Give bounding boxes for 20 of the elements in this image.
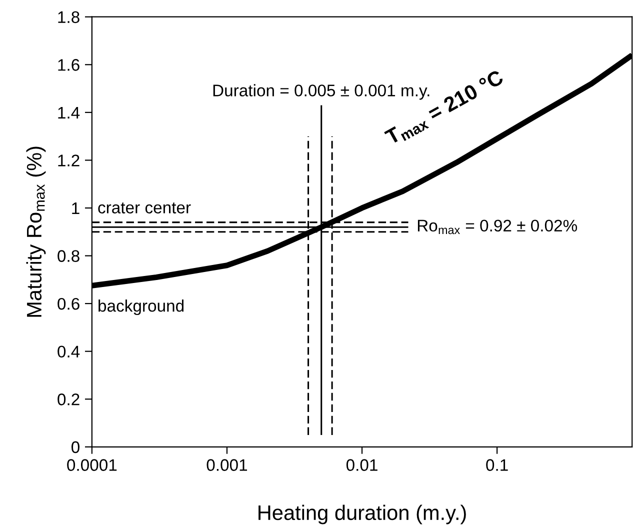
annotation: background bbox=[98, 300, 184, 316]
y-tick-label: 1.4 bbox=[58, 107, 80, 118]
y-tick-label: 0.6 bbox=[58, 298, 80, 310]
y-tick-label: 0.2 bbox=[58, 394, 80, 406]
y-tick-label: 0.8 bbox=[58, 250, 80, 262]
y-tick-label: 1.8 bbox=[58, 11, 80, 24]
y-tick-label: 1 bbox=[72, 202, 80, 214]
annotation: crater center bbox=[98, 202, 191, 214]
x-tick-label: 0.01 bbox=[346, 459, 378, 471]
x-axis-title: Heating duration (m.y.) bbox=[258, 504, 466, 524]
annotation: Duration = 0.005 ± 0.001 m.y. bbox=[213, 84, 430, 100]
y-axis-title: Maturity Ro$_{max}$ (%) bbox=[26, 146, 46, 317]
y-tick-label: 1.6 bbox=[58, 59, 80, 71]
y-tick-label: 1.2 bbox=[58, 154, 80, 166]
x-tick-label: 0.001 bbox=[206, 459, 248, 471]
y-tick-label: 0.4 bbox=[58, 346, 80, 358]
x-tick-label: 0.1 bbox=[486, 459, 508, 471]
y-tick-label: 0 bbox=[72, 441, 80, 454]
annotation: Ro$_{max}$ = 0.92 ± 0.02% bbox=[418, 220, 578, 234]
x-tick-label: 0.0001 bbox=[67, 459, 117, 471]
